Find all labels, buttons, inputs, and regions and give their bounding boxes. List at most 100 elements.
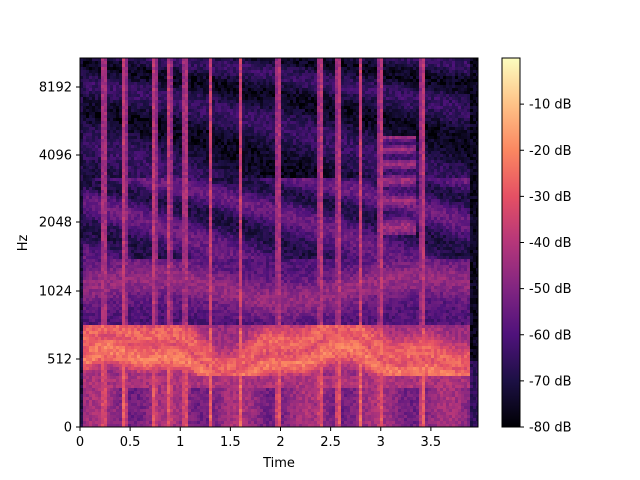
spectrogram-cell — [161, 115, 164, 118]
spectrogram-cell — [386, 136, 389, 139]
spectrogram-cell — [431, 106, 434, 109]
spectrogram-cell — [221, 61, 224, 64]
spectrogram-cell — [164, 85, 167, 88]
spectrogram-cell — [188, 130, 191, 133]
spectrogram-cell — [272, 70, 275, 73]
spectrogram-cell — [320, 88, 323, 91]
spectrogram-cell — [332, 82, 335, 85]
spectrogram-cell — [164, 61, 167, 64]
spectrogram-cell — [167, 154, 170, 157]
spectrogram-cell — [392, 103, 395, 106]
spectrogram-cell — [230, 112, 233, 115]
spectrogram-cell — [167, 121, 170, 124]
spectrogram-cell — [80, 103, 83, 106]
spectrogram-cell — [296, 124, 299, 127]
spectrogram-cell — [308, 169, 311, 172]
spectrogram-cell — [269, 169, 272, 172]
spectrogram-cell — [215, 112, 218, 115]
spectrogram-cell — [170, 136, 173, 139]
spectrogram-cell — [347, 100, 350, 103]
spectrogram-cell — [83, 67, 86, 70]
spectrogram-cell — [446, 115, 449, 118]
spectrogram-cell — [86, 139, 89, 142]
spectrogram-cell — [101, 94, 104, 97]
spectrogram-cell — [137, 103, 140, 106]
spectrogram-cell — [266, 166, 269, 169]
spectrogram-cell — [329, 145, 332, 148]
spectrogram-cell — [356, 166, 359, 169]
spectrogram-cell — [449, 127, 452, 130]
spectrogram-cell — [89, 112, 92, 115]
spectrogram-cell — [140, 166, 143, 169]
spectrogram-cell — [257, 73, 260, 76]
spectrogram-cell — [416, 73, 419, 76]
spectrogram-cell — [416, 163, 419, 166]
spectrogram-cell — [188, 82, 191, 85]
spectrogram-cell — [137, 106, 140, 109]
spectrogram-cell — [203, 85, 206, 88]
spectrogram-cell — [416, 139, 419, 142]
spectrogram-cell — [149, 76, 152, 79]
spectrogram-cell — [209, 151, 212, 154]
spectrogram-cell — [122, 157, 125, 160]
spectrogram-cell — [332, 145, 335, 148]
spectrogram-cell — [215, 127, 218, 130]
spectrogram-cell — [440, 115, 443, 118]
spectrogram-cell — [308, 82, 311, 85]
spectrogram-cell — [179, 112, 182, 115]
spectrogram-cell — [443, 163, 446, 166]
spectrogram-cell — [407, 154, 410, 157]
spectrogram-cell — [416, 157, 419, 160]
spectrogram-cell — [371, 109, 374, 112]
spectrogram-cell — [113, 94, 116, 97]
spectrogram-cell — [344, 97, 347, 100]
spectrogram-cell — [401, 73, 404, 76]
spectrogram-cell — [107, 88, 110, 91]
spectrogram-cell — [434, 163, 437, 166]
spectrogram-cell — [350, 163, 353, 166]
spectrogram-cell — [140, 112, 143, 115]
spectrogram-cell — [365, 106, 368, 109]
spectrogram-cell — [338, 115, 341, 118]
spectrogram-cell — [464, 115, 467, 118]
spectrogram-cell — [143, 85, 146, 88]
spectrogram-cell — [233, 145, 236, 148]
spectrogram-cell — [221, 136, 224, 139]
spectrogram-cell — [215, 97, 218, 100]
spectrogram-cell — [263, 160, 266, 163]
spectrogram-cell — [389, 142, 392, 145]
spectrogram-cell — [368, 85, 371, 88]
spectrogram-cell — [146, 67, 149, 70]
spectrogram-cell — [281, 58, 284, 61]
spectrogram-cell — [344, 133, 347, 136]
spectrogram-cell — [287, 154, 290, 157]
spectrogram-cell — [311, 70, 314, 73]
spectrogram-cell — [110, 112, 113, 115]
spectrogram-cell — [380, 61, 383, 64]
spectrogram-cell — [158, 151, 161, 154]
spectrogram-cell — [449, 64, 452, 67]
spectrogram-cell — [245, 100, 248, 103]
spectrogram-cell — [323, 124, 326, 127]
spectrogram-cell — [275, 109, 278, 112]
spectrogram-cell — [242, 106, 245, 109]
spectrogram-cell — [383, 166, 386, 169]
spectrogram-cell — [329, 91, 332, 94]
spectrogram-cell — [143, 91, 146, 94]
spectrogram-cell — [200, 64, 203, 67]
spectrogram-cell — [209, 91, 212, 94]
spectrogram-cell — [86, 67, 89, 70]
spectrogram-cell — [470, 67, 473, 70]
spectrogram-cell — [203, 169, 206, 172]
spectrogram-cell — [131, 70, 134, 73]
spectrogram-cell — [383, 127, 386, 130]
spectrogram-cell — [167, 76, 170, 79]
spectrogram-cell — [206, 88, 209, 91]
spectrogram-cell — [230, 121, 233, 124]
spectrogram-cell — [362, 169, 365, 172]
spectrogram-cell — [461, 64, 464, 67]
spectrogram-cell — [125, 124, 128, 127]
spectrogram-cell — [389, 73, 392, 76]
spectrogram-cell — [341, 58, 344, 61]
spectrogram-cell — [464, 145, 467, 148]
